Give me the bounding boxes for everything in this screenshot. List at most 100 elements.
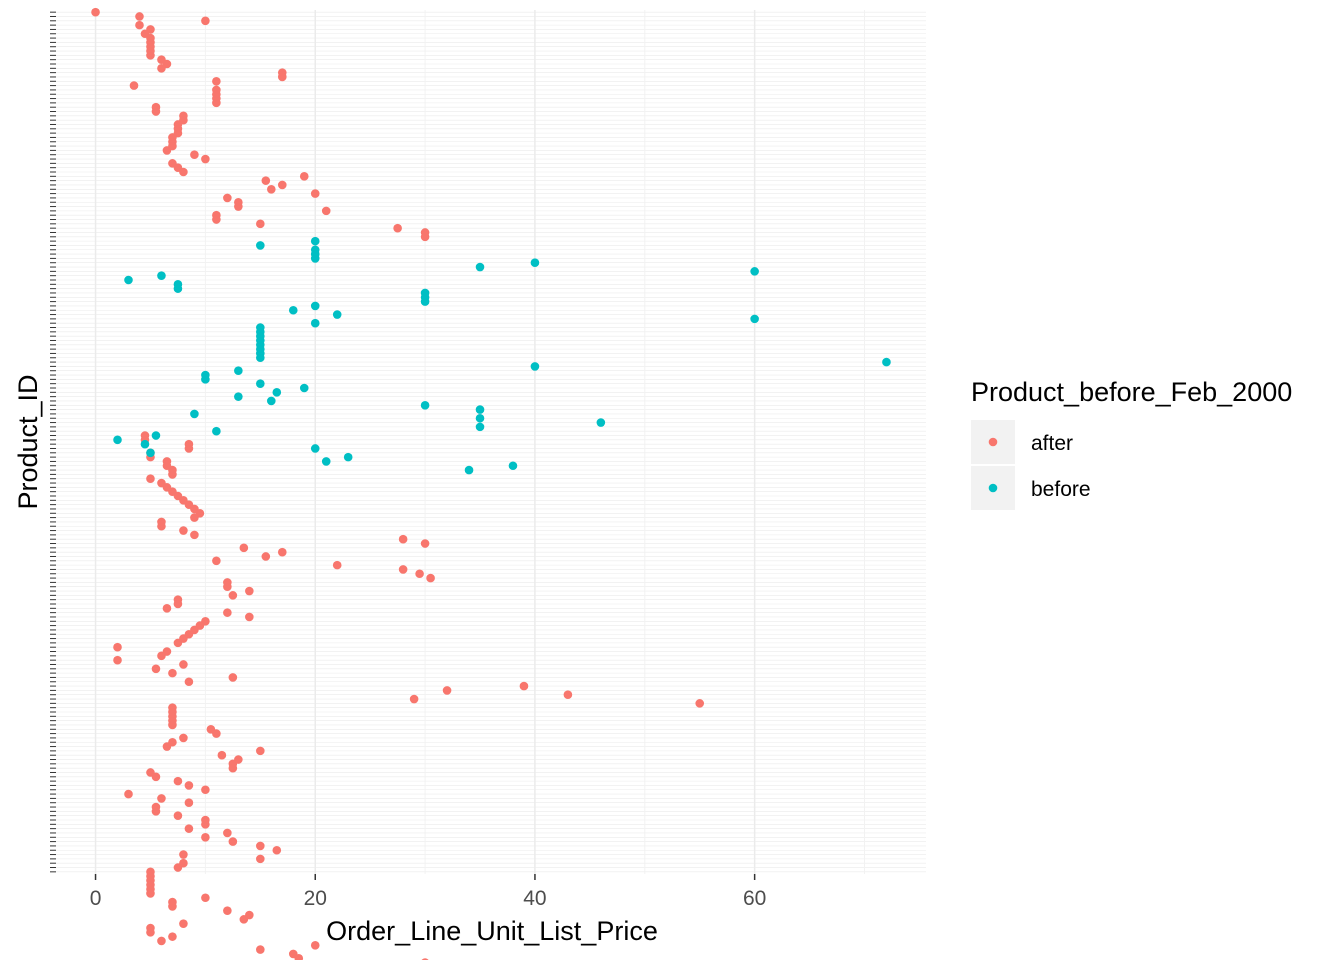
data-point-after <box>190 530 199 540</box>
data-point-before <box>190 409 199 419</box>
legend-key-before <box>988 483 998 493</box>
data-point-after <box>173 599 183 609</box>
data-point-before <box>173 284 183 293</box>
data-point-after <box>212 98 221 108</box>
data-point-before <box>310 318 320 328</box>
data-point-before <box>420 400 430 410</box>
data-point-after <box>420 232 430 242</box>
data-point-after <box>415 569 424 579</box>
data-point-after <box>212 556 221 566</box>
data-point-after <box>157 521 166 531</box>
data-point-before <box>140 439 150 449</box>
data-point-before <box>530 258 540 268</box>
data-point-before <box>157 271 166 280</box>
data-point-before <box>212 426 221 436</box>
data-point-after <box>245 586 254 596</box>
data-point-after <box>695 699 705 708</box>
data-point-before <box>151 431 161 440</box>
data-point-after <box>190 150 199 160</box>
data-point-after <box>135 20 144 30</box>
data-points <box>91 7 891 960</box>
data-point-after <box>179 167 188 177</box>
data-point-after <box>151 772 161 782</box>
data-point-before <box>113 435 122 445</box>
data-point-after <box>129 81 139 90</box>
data-point-after <box>256 219 265 229</box>
data-point-after <box>256 746 265 756</box>
data-point-after <box>563 690 573 700</box>
data-point-before <box>234 366 243 376</box>
data-point-before <box>310 236 320 246</box>
legend-label-after: after <box>1031 432 1073 455</box>
data-point-after <box>151 664 161 674</box>
axes: 0 20 40 60 <box>50 11 766 910</box>
data-point-after <box>409 694 419 704</box>
data-point-after <box>201 16 210 26</box>
data-point-after <box>179 660 188 669</box>
data-point-after <box>256 841 265 851</box>
data-point-after <box>184 798 194 808</box>
data-point-before <box>750 267 759 276</box>
data-point-before <box>124 275 133 285</box>
data-point-before <box>464 465 474 475</box>
data-point-before <box>310 254 320 263</box>
data-point-before <box>530 362 540 371</box>
data-point-before <box>508 461 518 471</box>
data-point-before <box>475 262 485 272</box>
data-point-after <box>332 560 342 570</box>
data-point-after <box>168 902 177 911</box>
data-point-before <box>146 448 155 458</box>
data-point-before <box>256 353 265 363</box>
data-point-after <box>223 906 232 916</box>
data-point-after <box>157 936 166 946</box>
data-point-after <box>321 206 331 216</box>
data-point-after <box>135 12 144 21</box>
data-point-after <box>151 807 161 816</box>
data-point-after <box>228 837 238 846</box>
data-point-after <box>190 513 199 522</box>
data-point-after <box>299 172 309 181</box>
data-point-after <box>393 223 402 233</box>
x-tick-label: 20 <box>304 887 327 910</box>
data-point-after <box>245 612 254 622</box>
data-point-after <box>157 794 166 803</box>
data-point-after <box>234 202 243 211</box>
data-point-after <box>201 154 210 164</box>
data-point-after <box>239 543 249 553</box>
y-axis-title: Product_ID <box>13 374 43 509</box>
data-point-before <box>596 418 606 427</box>
data-point-after <box>201 893 210 903</box>
data-point-before <box>475 422 485 432</box>
data-point-after <box>398 565 408 574</box>
data-point-before <box>256 379 265 388</box>
data-point-before <box>420 297 430 306</box>
data-point-after <box>277 72 287 82</box>
data-point-after <box>267 184 276 194</box>
data-point-after <box>239 915 249 924</box>
data-point-before <box>267 396 276 406</box>
data-point-before <box>321 457 331 466</box>
x-tick-label: 60 <box>743 887 766 910</box>
data-point-before <box>288 305 298 315</box>
data-point-after <box>201 785 210 795</box>
data-point-before <box>343 452 353 462</box>
data-point-after <box>146 889 155 898</box>
data-point-after <box>168 668 177 678</box>
data-point-after <box>184 444 194 453</box>
data-point-after <box>184 781 194 790</box>
data-point-after <box>151 107 161 116</box>
data-point-before <box>256 241 265 250</box>
data-point-after <box>256 945 265 954</box>
legend-key-after <box>988 437 998 447</box>
data-point-after <box>277 547 287 557</box>
data-point-after <box>217 750 227 760</box>
x-axis-title: Order_Line_Unit_List_Price <box>326 916 658 946</box>
data-point-after <box>272 845 282 855</box>
data-point-after <box>146 474 155 484</box>
data-point-after <box>223 828 232 838</box>
data-point-before <box>310 301 320 311</box>
data-point-after <box>228 673 238 682</box>
data-point-after <box>201 832 210 842</box>
data-point-after <box>146 928 155 937</box>
